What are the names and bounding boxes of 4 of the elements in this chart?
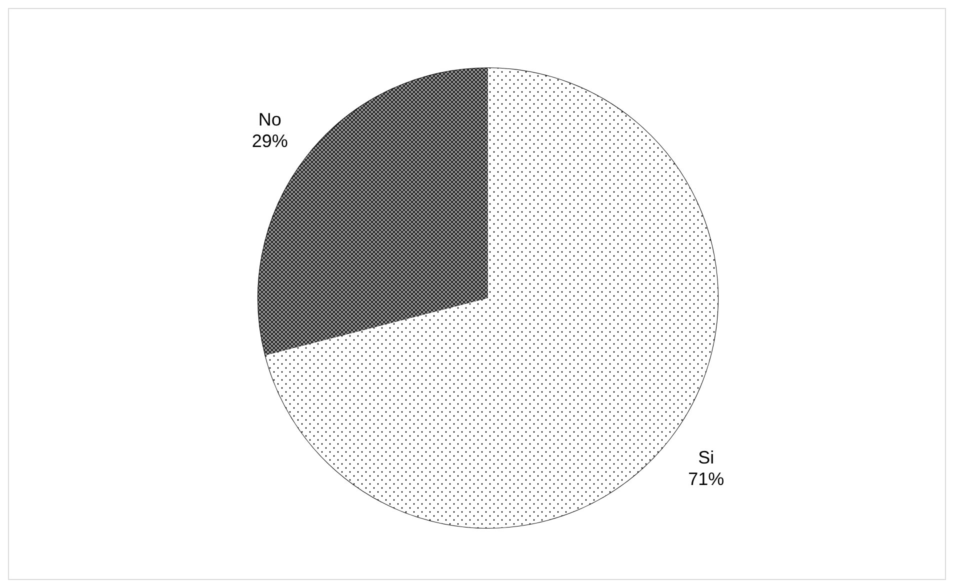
data-label: 29% bbox=[252, 130, 288, 151]
slice-label: No bbox=[258, 109, 282, 130]
data-label: 71% bbox=[688, 469, 724, 490]
slice-label: Si bbox=[698, 448, 714, 468]
